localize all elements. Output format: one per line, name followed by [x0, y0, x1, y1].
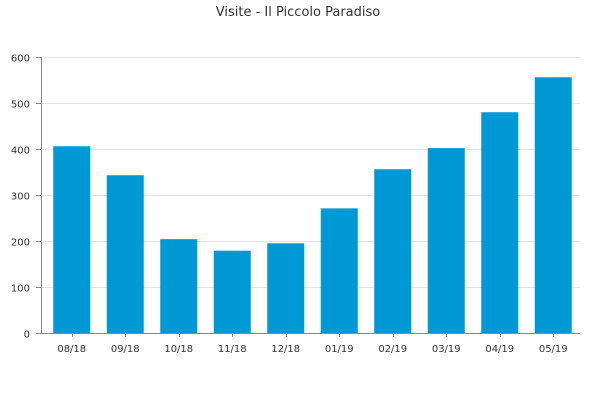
x-tick-label: 09/18	[111, 344, 140, 355]
x-tick-label: 10/18	[164, 344, 193, 355]
chart-title: Visite - Il Piccolo Paradiso	[216, 5, 381, 20]
bar	[534, 77, 572, 334]
y-tick-label: 600	[11, 54, 30, 65]
bar	[320, 208, 358, 333]
bar	[213, 250, 251, 333]
bar	[427, 148, 465, 333]
y-tick-label: 300	[11, 192, 30, 203]
bar	[106, 175, 144, 333]
axes	[36, 57, 580, 337]
x-tick-label: 12/18	[271, 344, 300, 355]
y-tick-label: 100	[11, 284, 30, 295]
x-tick-label: 11/18	[218, 344, 247, 355]
x-tick-label: 03/19	[432, 344, 461, 355]
y-tick-label: 500	[11, 100, 30, 111]
y-tick-label: 200	[11, 238, 30, 249]
x-tick-label: 05/19	[539, 344, 568, 355]
x-tick-label: 01/19	[325, 344, 354, 355]
bar	[267, 243, 305, 333]
y-tick-label: 0	[24, 330, 30, 341]
bar	[160, 239, 198, 333]
bar	[53, 146, 91, 333]
bars	[53, 77, 572, 334]
bar	[481, 112, 519, 333]
y-tick-label: 400	[11, 146, 30, 157]
x-tick-label: 08/18	[57, 344, 86, 355]
x-tick-label: 04/19	[485, 344, 514, 355]
x-tick-label: 02/19	[378, 344, 407, 355]
x-tick-labels: 08/18 09/18 10/18 11/18 12/18 01/19 02/19 03/19…	[57, 344, 567, 355]
y-tick-labels: 0 100 200 300 400 500 600	[11, 54, 30, 341]
bar	[374, 169, 412, 333]
